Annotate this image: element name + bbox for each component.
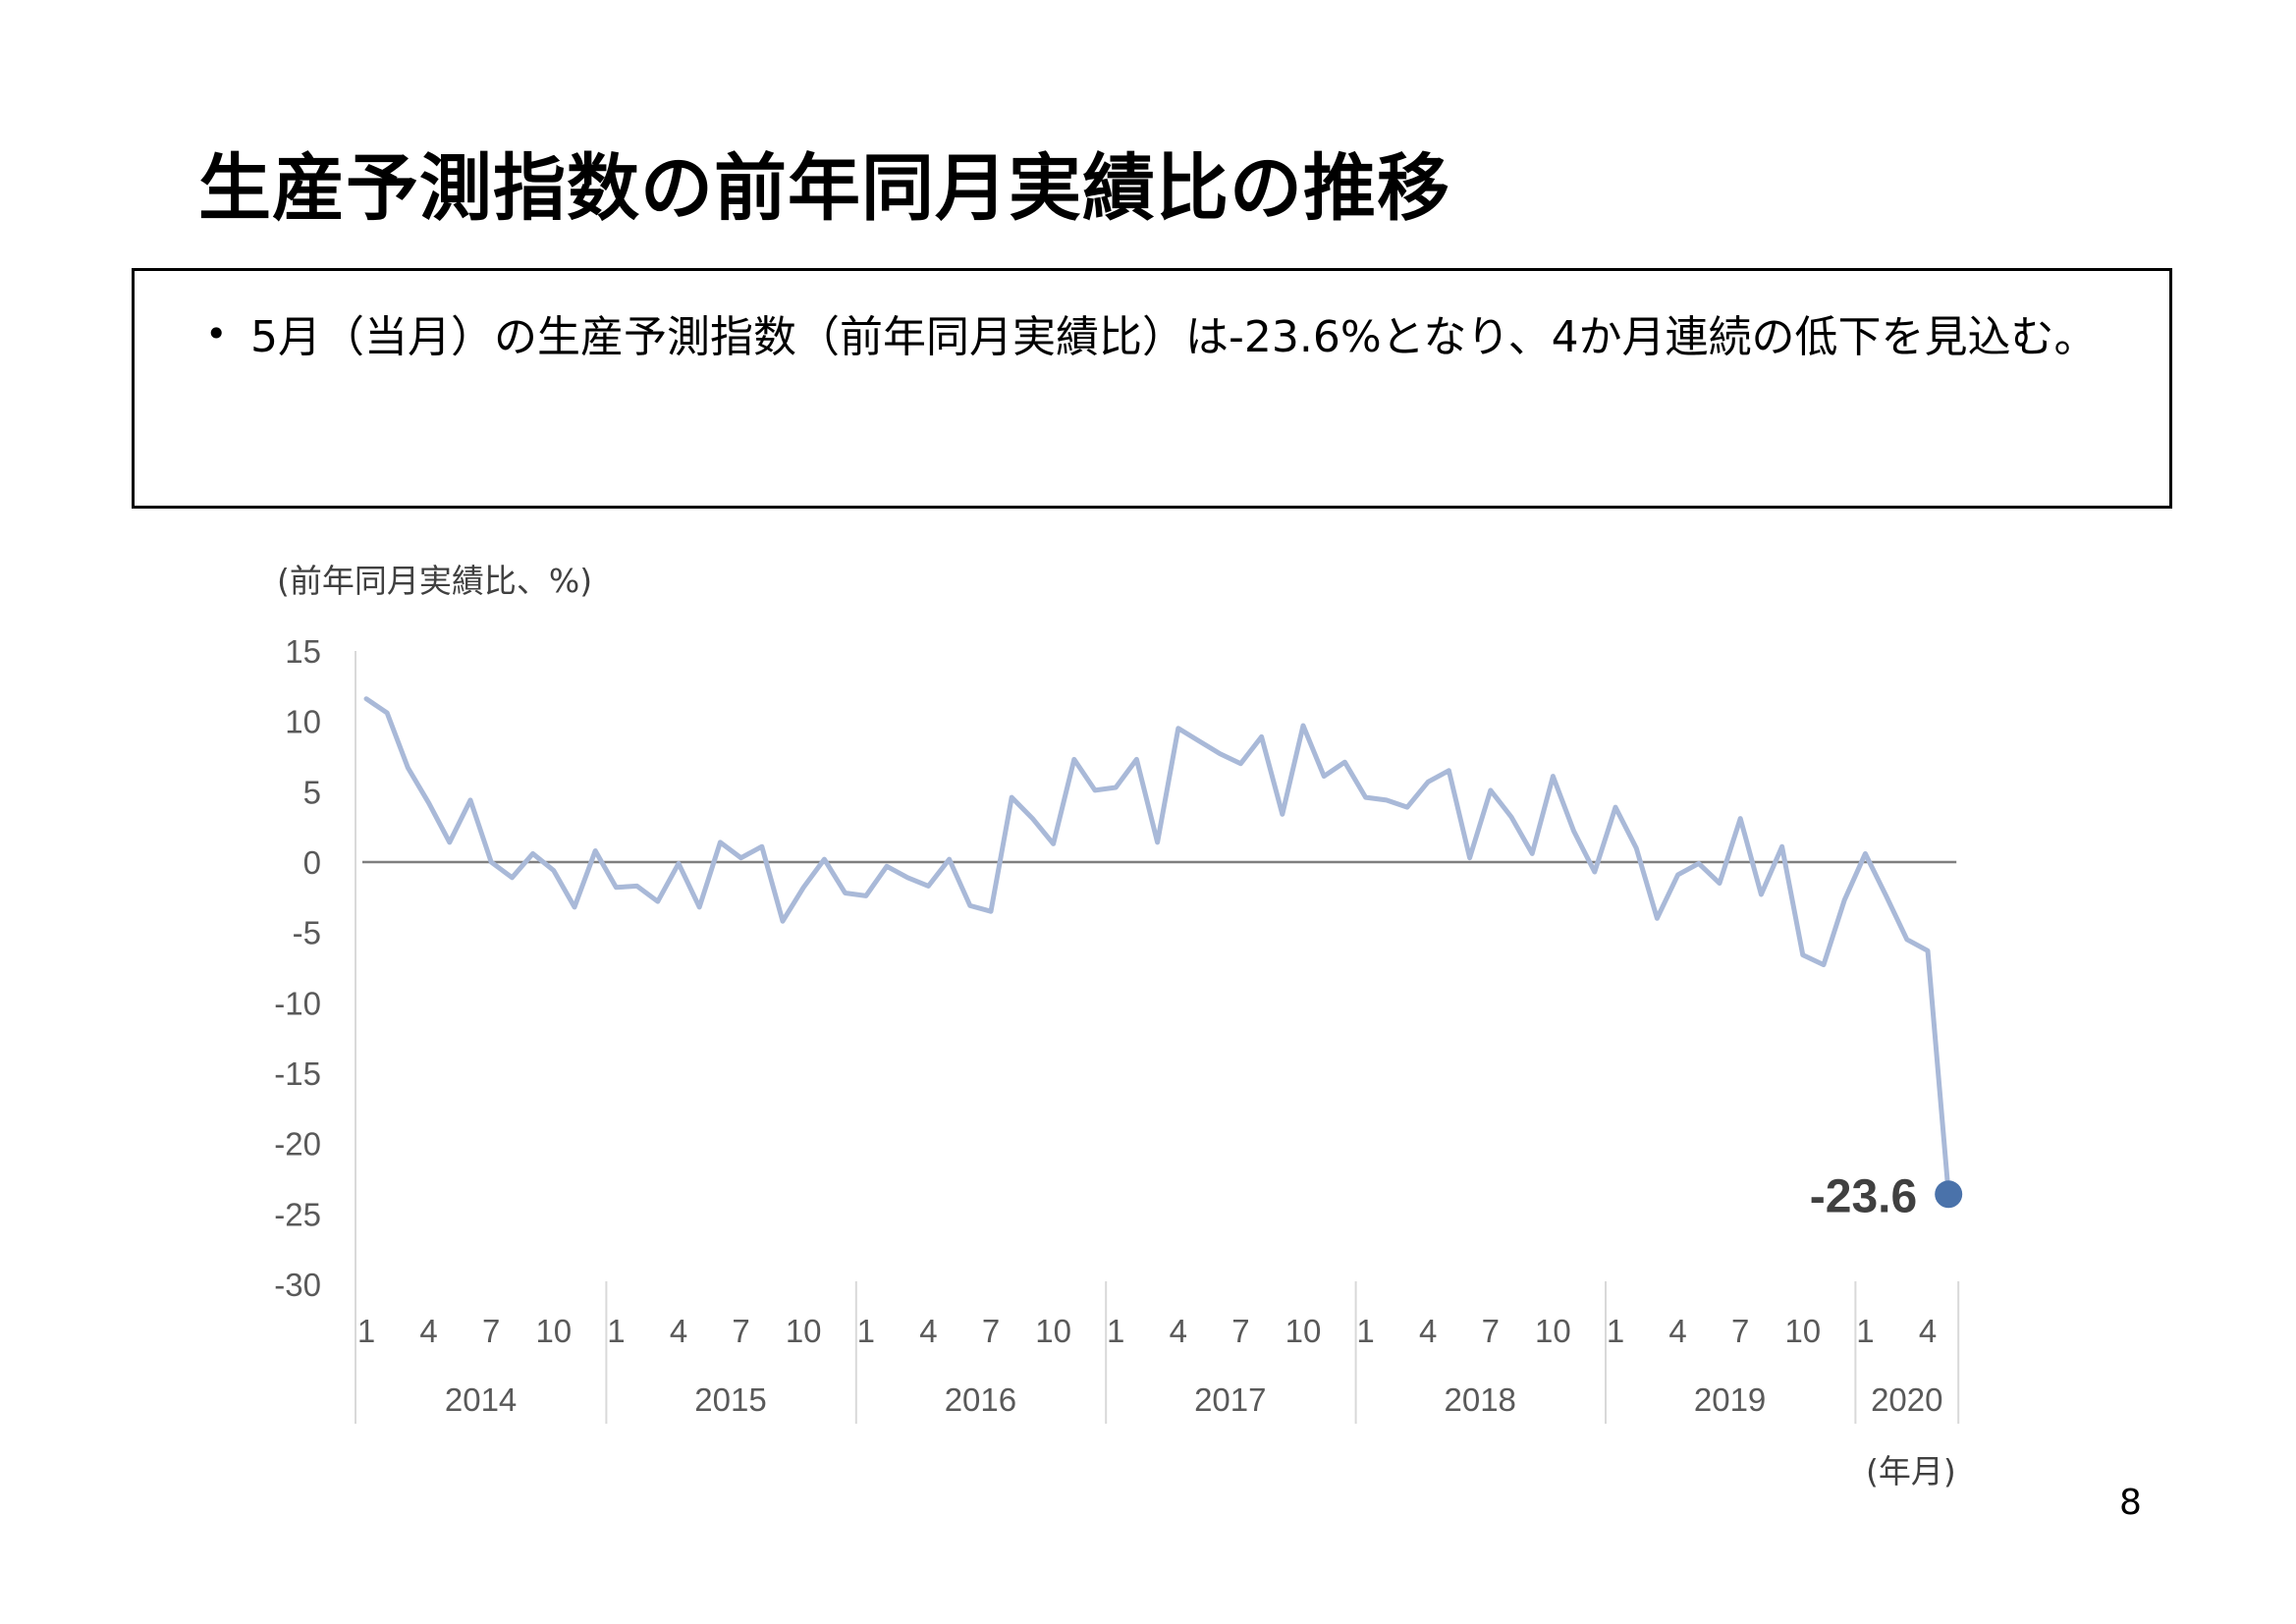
x-tick-label-month: 7 [1482,1313,1500,1349]
x-tick-label-month: 7 [1231,1313,1249,1349]
y-tick-label: 15 [285,633,321,670]
x-tick-label-month: 1 [1107,1313,1124,1349]
x-tick-label-month: 1 [607,1313,625,1349]
x-tick-label-month: 10 [1535,1313,1571,1349]
y-axis-label: (前年同月実績比、%) [277,562,593,600]
x-tick-label-month: 4 [1419,1313,1437,1349]
x-tick-label-month: 4 [1668,1313,1686,1349]
x-tick-label-month: 1 [1356,1313,1374,1349]
x-tick-label-month: 4 [1170,1313,1187,1349]
x-tick-label-month: 4 [419,1313,437,1349]
y-tick-label: -30 [274,1267,321,1303]
x-tick-label-month: 1 [1607,1313,1624,1349]
x-tick-label-month: 7 [732,1313,749,1349]
x-tick-label-month: 7 [982,1313,1000,1349]
x-tick-label-year: 2018 [1444,1381,1515,1418]
x-tick-label-month: 4 [1919,1313,1937,1349]
x-tick-label-month: 7 [482,1313,500,1349]
highlight-point [1935,1180,1963,1209]
x-tick-label-year: 2014 [445,1381,517,1418]
x-axis-unit-label: (年月) [1866,1452,1956,1490]
x-tick-label-month: 4 [919,1313,937,1349]
x-tick-label-month: 10 [535,1313,572,1349]
x-tick-label-year: 2017 [1194,1381,1266,1418]
x-tick-label-month: 10 [1285,1313,1322,1349]
series-line [363,696,1951,1197]
bullet-icon: • [205,312,228,355]
x-tick-label-month: 10 [786,1313,822,1349]
x-tick-label-month: 4 [670,1313,687,1349]
highlight-data-label: -23.6 [1810,1170,1917,1222]
x-tick-label-year: 2016 [945,1381,1016,1418]
page-title: 生産予測指数の前年同月実績比の推移 [198,146,1450,231]
y-tick-label: 0 [303,844,321,881]
y-tick-label: -10 [274,985,321,1021]
x-tick-label-month: 1 [357,1313,375,1349]
summary-text: 5月（当月）の生産予測指数（前年同月実績比）は-23.6%となり、4か月連続の低… [250,312,2098,362]
x-tick-label-month: 1 [1856,1313,1874,1349]
y-tick-label: -15 [274,1056,321,1092]
y-tick-label: 5 [303,774,321,810]
x-tick-label-month: 10 [1035,1313,1071,1349]
x-tick-label-year: 2020 [1871,1381,1942,1418]
x-tick-label-year: 2019 [1694,1381,1766,1418]
x-tick-label-month: 1 [857,1313,875,1349]
y-tick-label: 10 [285,704,321,740]
y-tick-label: -25 [274,1196,321,1232]
x-tick-label-month: 7 [1731,1313,1749,1349]
y-tick-label: -20 [274,1126,321,1163]
x-tick-label-month: 10 [1784,1313,1821,1349]
x-tick-label-year: 2015 [694,1381,766,1418]
y-tick-label: -5 [293,915,321,951]
page-number: 8 [2119,1483,2142,1523]
summary-box: • 5月（当月）の生産予測指数（前年同月実績比）は-23.6%となり、4か月連続… [132,268,2172,509]
